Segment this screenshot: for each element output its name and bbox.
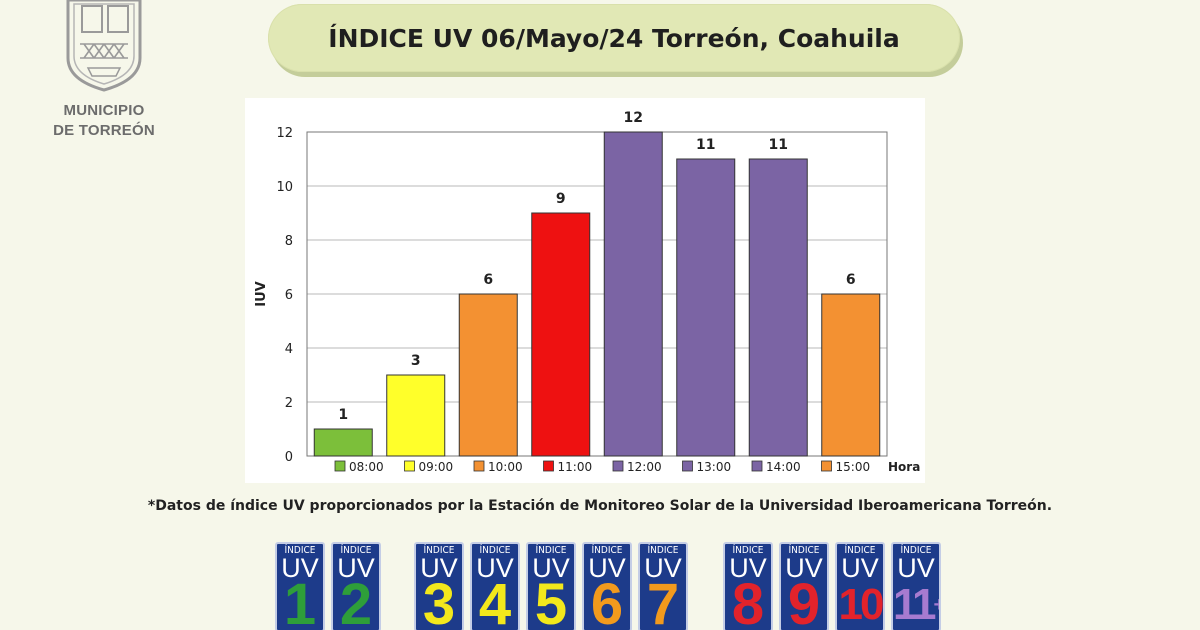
page-title: ÍNDICE UV 06/Mayo/24 Torreón, Coahuila <box>328 23 900 53</box>
legend-entry: 08:00 <box>349 460 384 474</box>
y-tick-label: 2 <box>285 396 293 411</box>
uv-card-uv-label: UV <box>644 553 682 583</box>
uv-card-uv-label: UV <box>588 553 626 583</box>
uv-card-value: 7 <box>646 572 680 630</box>
uv-card-value: 5 <box>534 572 568 630</box>
footnote: *Datos de índice UV proporcionados por l… <box>147 498 1053 514</box>
uv-card-5: ÍNDICE UV 5 <box>526 542 576 630</box>
legend-swatch <box>682 460 693 472</box>
uv-card-small-label: ÍNDICE <box>647 545 679 556</box>
uv-card-small-label: ÍNDICE <box>284 545 316 556</box>
uv-card-value: 11+ <box>893 572 939 630</box>
uv-card-small-label: ÍNDICE <box>732 545 764 556</box>
legend-entry: 12:00 <box>627 460 662 474</box>
uv-card-uv-label: UV <box>897 553 935 583</box>
uv-card-uv-label: UV <box>729 553 767 583</box>
uv-card-small-label: ÍNDICE <box>423 545 455 556</box>
bar-13:00 <box>676 158 736 457</box>
city-crest-icon <box>66 0 142 92</box>
uv-card-4: ÍNDICE UV 4 <box>470 542 520 630</box>
data-label: 12 <box>624 110 643 126</box>
uv-card-small-label: ÍNDICE <box>340 545 372 556</box>
legend-entry: 10:00 <box>488 460 523 474</box>
bar-15:00 <box>821 293 881 457</box>
logo-line-1: MUNICIPIO <box>63 102 145 119</box>
logo-line-2: DE TORREÓN <box>53 122 155 139</box>
uv-card-value: 1 <box>283 572 317 630</box>
y-axis-label: IUV <box>254 281 269 306</box>
y-tick-label: 6 <box>285 288 293 303</box>
y-tick-label: 12 <box>276 126 293 141</box>
data-label: 6 <box>483 272 493 288</box>
uv-card-9: ÍNDICE UV 9 <box>779 542 829 630</box>
uv-card-value: 2 <box>339 572 373 630</box>
bar-11:00 <box>531 212 591 457</box>
uv-card-1: ÍNDICE UV 1 <box>275 542 325 630</box>
uv-card-value: 6 <box>590 572 624 630</box>
uv-card-6: ÍNDICE UV 6 <box>582 542 632 630</box>
legend-entry: 14:00 <box>766 460 801 474</box>
uv-card-value: 3 <box>422 572 456 630</box>
legend-swatch <box>473 460 485 472</box>
legend-swatch <box>543 460 554 472</box>
uv-card-suffix: + <box>934 594 939 616</box>
plot-frame <box>306 131 888 457</box>
uv-card-3: ÍNDICE UV 3 <box>414 542 464 630</box>
uv-scale-strip: ÍNDICE UV 1 ÍNDICE UV 2 ÍNDICE UV 3 ÍNDICE UV 4 ÍNDI… <box>0 540 1200 630</box>
uv-card-2: ÍNDICE UV 2 <box>331 542 381 630</box>
uv-card-value: 4 <box>478 572 512 630</box>
data-label: 9 <box>556 191 566 207</box>
legend-swatch <box>751 460 763 472</box>
data-label: 1 <box>338 407 348 423</box>
legend-entry: 15:00 <box>836 460 871 474</box>
uv-card-value: 8 <box>731 572 765 630</box>
data-label: 6 <box>846 272 856 288</box>
bar-12:00 <box>603 131 663 457</box>
bar-10:00 <box>458 293 518 457</box>
y-tick-label: 4 <box>285 342 293 357</box>
legend-swatch <box>404 460 415 472</box>
y-tick-label: 10 <box>276 180 293 195</box>
uv-card-uv-label: UV <box>337 553 375 583</box>
uv-card-uv-label: UV <box>785 553 823 583</box>
uv-card-uv-label: UV <box>420 553 458 583</box>
bar-14:00 <box>748 158 808 457</box>
legend-entry: 11:00 <box>558 460 593 474</box>
legend-entry: 09:00 <box>419 460 454 474</box>
x-axis-label: Hora <box>888 460 920 474</box>
bar-09:00 <box>386 374 446 457</box>
uv-card-small-label: ÍNDICE <box>479 545 511 556</box>
uv-card-uv-label: UV <box>532 553 570 583</box>
legend-swatch <box>334 460 346 472</box>
legend-swatch <box>612 460 624 472</box>
uv-card-small-label: ÍNDICE <box>591 545 623 556</box>
uv-card-uv-label: UV <box>281 553 319 583</box>
bar-08:00 <box>313 428 373 457</box>
municipio-logo: MUNICIPIO DE TORREÓN <box>44 0 164 150</box>
title-banner: ÍNDICE UV 06/Mayo/24 Torreón, Coahuila <box>268 4 960 72</box>
legend-swatch <box>821 460 832 472</box>
uv-card-small-label: ÍNDICE <box>900 545 932 556</box>
data-label: 11 <box>696 137 715 153</box>
uv-card-7: ÍNDICE UV 7 <box>638 542 688 630</box>
y-tick-label: 8 <box>285 234 293 249</box>
uv-chart-panel: 0 2 4 6 8 10 12 1 3 6 9 12 11 11 6 IUV 08:00 09:00 10:00 11… <box>245 98 925 483</box>
uv-card-small-label: ÍNDICE <box>788 545 820 556</box>
uv-card-small-label: ÍNDICE <box>535 545 567 556</box>
uv-card-8: ÍNDICE UV 8 <box>723 542 773 630</box>
uv-card-value: 10 <box>838 580 883 629</box>
uv-card-value: 9 <box>787 572 821 630</box>
uv-card-small-label: ÍNDICE <box>844 545 876 556</box>
legend-entry: 13:00 <box>697 460 732 474</box>
y-tick-label: 0 <box>285 450 293 465</box>
uv-card-uv-label: UV <box>476 553 514 583</box>
data-label: 11 <box>769 137 788 153</box>
data-label: 3 <box>411 353 421 369</box>
uv-bar-chart: 0 2 4 6 8 10 12 1 3 6 9 12 11 11 6 IUV 08:00 09:00 10:00 11… <box>254 110 920 474</box>
uv-card-10: ÍNDICE UV 10 <box>835 542 885 630</box>
uv-card-uv-label: UV <box>841 553 879 583</box>
